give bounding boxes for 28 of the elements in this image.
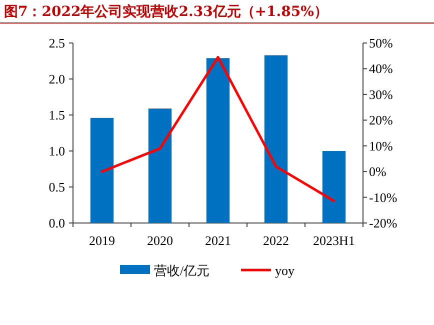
x-tick-label: 2020 xyxy=(147,233,173,248)
bar xyxy=(90,118,114,223)
bar xyxy=(206,58,230,223)
y2-tick-label: -20% xyxy=(369,216,398,230)
bar xyxy=(264,55,288,223)
y2-tick-label: -10% xyxy=(369,190,398,205)
y-tick-label: 0.5 xyxy=(48,180,65,194)
y2-tick-label: 10% xyxy=(369,138,393,154)
y2-tick-label: 30% xyxy=(369,86,393,102)
bar xyxy=(148,108,172,223)
y-tick-label: 2.5 xyxy=(48,36,65,50)
line-series xyxy=(100,56,336,202)
y2-tick-label: 0% xyxy=(369,164,386,180)
y-tick-label: 0.0 xyxy=(48,216,65,230)
bar xyxy=(322,151,346,223)
y2-tick-label: 20% xyxy=(369,112,393,128)
y-tick-label: 1.5 xyxy=(48,108,65,122)
x-tick-label: 2019 xyxy=(89,233,115,248)
chart-title: 图7：2022年公司实现营收2.33亿元（+1.85%） xyxy=(4,3,328,20)
legend-label: yoy xyxy=(275,263,295,278)
x-tick-label: 2023H1 xyxy=(313,233,355,248)
y2-tick-label: 50% xyxy=(369,36,393,50)
y-tick-label: 1.0 xyxy=(48,144,65,158)
y-tick-label: 2.0 xyxy=(48,72,65,86)
y2-tick-label: 40% xyxy=(369,61,393,76)
x-tick-label: 2021 xyxy=(205,233,231,248)
legend-label: 营收/亿元 xyxy=(154,263,210,278)
x-tick-label: 2022 xyxy=(263,233,289,248)
